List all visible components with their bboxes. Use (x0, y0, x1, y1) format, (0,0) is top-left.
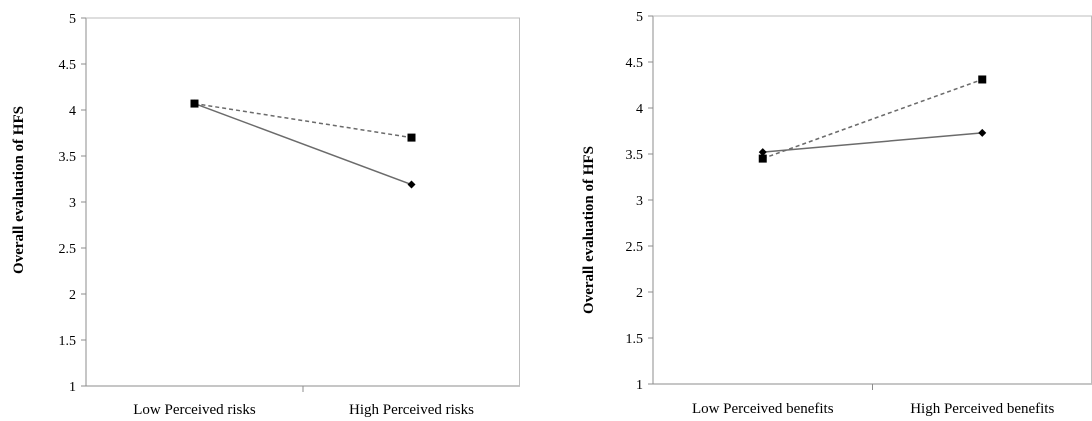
x-category-label: High Perceived benefits (910, 401, 1054, 417)
series-line-solid (762, 132, 983, 153)
diamond-marker (407, 180, 416, 189)
series-line-dashed (194, 102, 412, 139)
y-tick-label: 2.5 (59, 242, 77, 257)
y-tick-label: 1 (636, 378, 643, 393)
square-marker (190, 99, 199, 108)
y-tick-label: 2.5 (626, 240, 644, 255)
y-tick-label: 5 (636, 10, 643, 25)
diamond-marker (758, 148, 767, 157)
y-tick-label: 3.5 (59, 150, 77, 165)
y-tick-label: 5 (69, 12, 76, 27)
x-category-label: Low Perceived risks (133, 402, 256, 418)
square-marker (758, 154, 767, 163)
y-tick-label: 3.5 (626, 148, 644, 163)
y-tick-label: 4.5 (626, 56, 644, 71)
y-tick-label: 4 (69, 104, 76, 119)
y-tick-label: 3 (69, 196, 76, 211)
square-marker (407, 133, 416, 142)
y-tick-label: 3 (636, 194, 643, 209)
y-tick-label: 4.5 (59, 58, 77, 73)
x-category-label: High Perceived risks (349, 402, 474, 418)
square-marker (978, 75, 987, 84)
y-tick-label: 1.5 (626, 332, 644, 347)
x-category-label: Low Perceived benefits (692, 401, 834, 417)
y-tick-label: 4 (636, 102, 643, 117)
y-axis-title: Overall evaluation of HFS (581, 146, 597, 314)
y-tick-label: 1.5 (59, 334, 77, 349)
diamond-marker (978, 128, 987, 137)
series-line-dashed (762, 78, 983, 160)
y-tick-label: 1 (69, 380, 76, 395)
series-line-solid (194, 102, 412, 186)
y-tick-label: 2 (636, 286, 643, 301)
chart-left-perceived-risks: 1 1.5 2 2.5 3 3.5 4 4.5 5 Low Perceived risks High… (11, 12, 520, 418)
chart-right-perceived-benefits: 1 1.5 2 2.5 3 3.5 4 4.5 5 Low Perceived benefits H… (581, 10, 1092, 417)
y-tick-label: 2 (69, 288, 76, 303)
y-axis-title: Overall evaluation of HFS (11, 106, 27, 274)
